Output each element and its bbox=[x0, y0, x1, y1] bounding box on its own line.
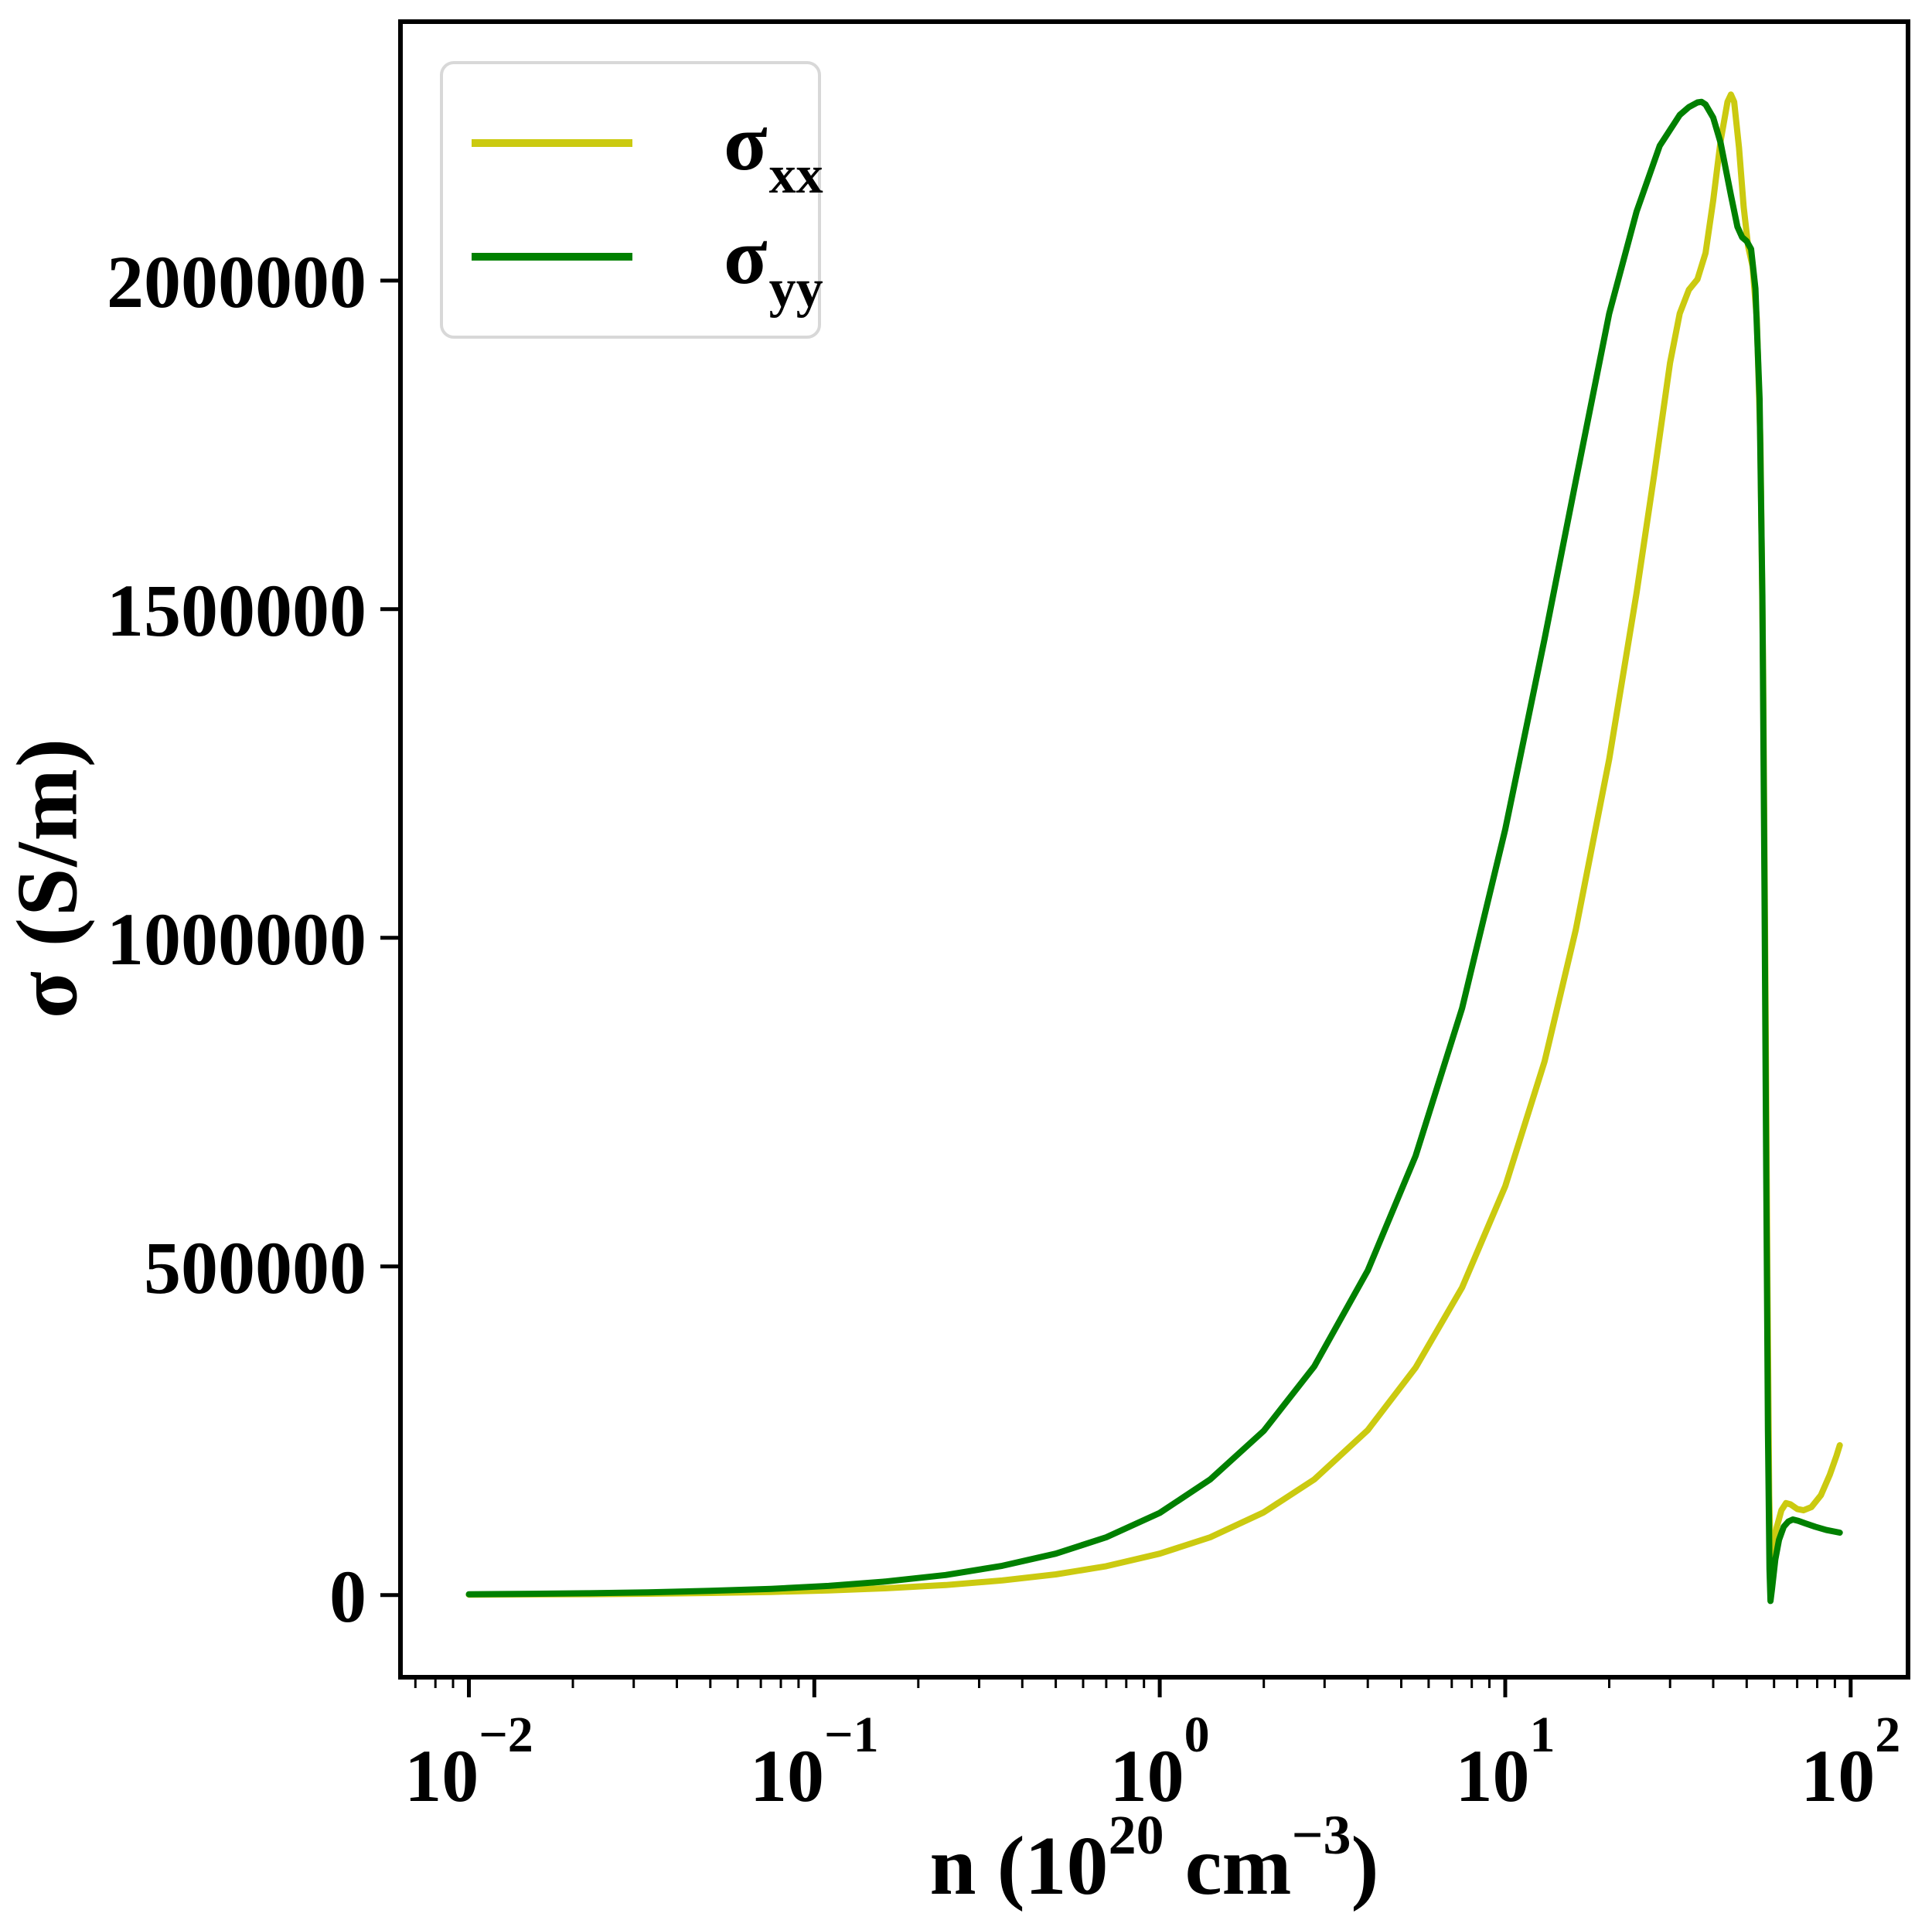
legend-line-sigma-yy bbox=[472, 253, 632, 261]
x-axis-label: n (1020 cm−3) bbox=[400, 1804, 1908, 1915]
x-axis-label-superscript: 20 bbox=[1108, 1804, 1164, 1866]
x-tick-label-10^−2: 10−2 bbox=[404, 1707, 533, 1817]
sigma-xx-curve bbox=[465, 91, 1843, 1598]
sigma-yy-curve bbox=[465, 98, 1843, 1605]
x-axis-label-text: ) bbox=[1351, 1820, 1379, 1912]
legend-line-sigma-xx bbox=[472, 138, 632, 147]
y-tick-label-500000: 500000 bbox=[144, 1226, 366, 1309]
legend-entry-sigma-xx: σxx bbox=[443, 89, 823, 202]
y-tick-label-1000000: 1000000 bbox=[107, 898, 366, 981]
y-tick-label-0: 0 bbox=[329, 1555, 366, 1638]
x-tick-label-10^1: 101 bbox=[1456, 1707, 1555, 1817]
legend-label-sigma-xx: σxx bbox=[724, 97, 823, 205]
x-tick-label-10^−1: 10−1 bbox=[750, 1707, 879, 1817]
legend: σxx σyy bbox=[440, 61, 823, 339]
x-axis-label-text: cm bbox=[1164, 1820, 1292, 1912]
x-axis-label-text: n (10 bbox=[929, 1820, 1109, 1912]
x-tick-label-10^2: 102 bbox=[1801, 1707, 1900, 1817]
y-tick-label-2000000: 2000000 bbox=[107, 240, 366, 323]
y-tick-label-1500000: 1500000 bbox=[107, 569, 366, 652]
x-minor-ticks bbox=[414, 1677, 1836, 1688]
x-tick-label-10^0: 100 bbox=[1110, 1707, 1210, 1817]
y-axis-label: σ (S/m) bbox=[0, 736, 96, 1019]
axes-frame bbox=[398, 19, 1910, 1680]
legend-entry-sigma-yy: σyy bbox=[443, 203, 823, 316]
legend-label-sigma-yy: σyy bbox=[724, 212, 823, 319]
x-axis-label-superscript: −3 bbox=[1291, 1804, 1351, 1866]
